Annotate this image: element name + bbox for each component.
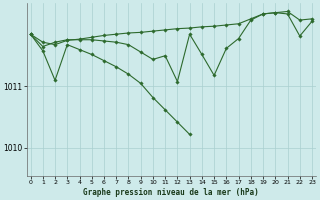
X-axis label: Graphe pression niveau de la mer (hPa): Graphe pression niveau de la mer (hPa) bbox=[84, 188, 259, 197]
